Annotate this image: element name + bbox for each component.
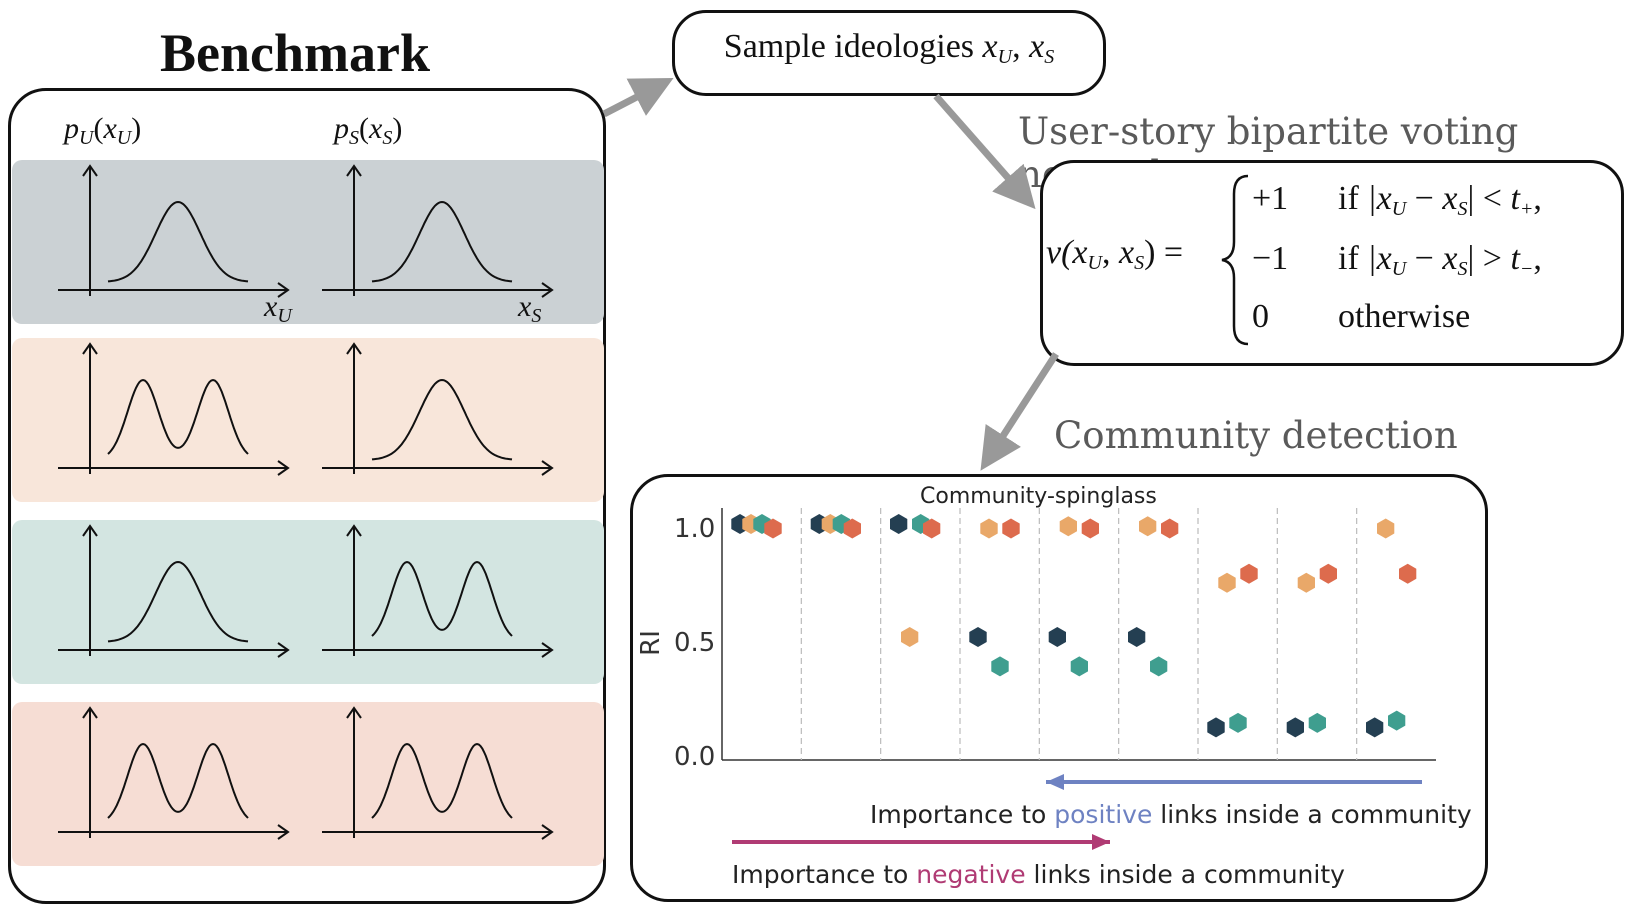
negative-importance-label: Importance to negative links inside a co…	[732, 860, 1345, 889]
y-arrowhead-user-1	[82, 342, 98, 355]
negative-arrowhead	[1092, 834, 1110, 850]
data-point	[923, 518, 941, 539]
case-negative-condition: if |xU − xS| > t−,	[1338, 240, 1542, 280]
density-curve-user-1	[107, 378, 249, 455]
x-arrowhead-story-3	[541, 824, 554, 840]
data-point	[1399, 563, 1417, 584]
data-point	[980, 518, 998, 539]
data-point	[1297, 572, 1315, 593]
data-point	[1150, 656, 1168, 677]
x-arrowhead-story-0	[541, 282, 554, 298]
density-curve-user-0	[107, 200, 249, 283]
y-arrowhead-story-1	[346, 342, 362, 355]
community-detection-panel	[630, 474, 1488, 902]
benchmark-row-4	[12, 702, 604, 866]
data-point	[1002, 518, 1020, 539]
arrow-benchmark-to-sample	[602, 77, 674, 118]
arrow-sample-to-voting	[933, 93, 1036, 210]
data-point	[1059, 516, 1077, 537]
user-axis-label: xU	[264, 290, 292, 327]
voting-function-lhs: v(xU, xS) =	[1046, 234, 1184, 274]
density-curve-story-2	[371, 560, 513, 637]
data-point	[1070, 656, 1088, 677]
x-arrowhead-user-3	[277, 824, 290, 840]
data-point	[1048, 627, 1066, 647]
x-arrowhead-user-1	[277, 460, 290, 476]
data-point	[901, 627, 919, 647]
case-positive-value: +1	[1252, 180, 1289, 217]
sample-ideologies-text: Sample ideologies xU, xS	[723, 28, 1055, 68]
data-point	[1240, 563, 1258, 584]
y-tick-0-0: 0.0	[674, 742, 716, 772]
chart-title: Community-spinglass	[920, 484, 1157, 509]
x-arrowhead-user-0	[277, 282, 290, 298]
story-distribution-label: pS(xS)	[334, 112, 403, 149]
y-arrowhead-story-3	[346, 706, 362, 719]
benchmark-row-1	[12, 160, 604, 324]
y-arrowhead-user-3	[82, 706, 98, 719]
y-tick-1-0: 1.0	[674, 514, 716, 544]
sample-ideologies-box	[672, 10, 1106, 96]
data-point	[764, 518, 782, 539]
positive-arrowhead	[1046, 774, 1064, 790]
data-point	[1229, 712, 1247, 733]
data-point	[1286, 717, 1304, 738]
y-arrowhead-user-2	[82, 524, 98, 537]
story-axis-label: xS	[518, 290, 542, 327]
density-curve-user-2	[107, 560, 249, 643]
y-tick-0-5: 0.5	[674, 628, 716, 658]
case-neutral-value: 0	[1252, 298, 1269, 335]
y-arrowhead-story-2	[346, 524, 362, 537]
data-point	[1139, 516, 1157, 537]
y-arrowhead-story-0	[346, 164, 362, 177]
data-point	[1366, 717, 1384, 738]
data-point	[1308, 712, 1326, 733]
density-curve-story-3	[371, 742, 513, 819]
data-point	[1081, 518, 1099, 539]
data-point	[1128, 627, 1146, 647]
data-point	[843, 518, 861, 539]
data-point	[1388, 710, 1406, 731]
data-point	[969, 627, 987, 647]
data-point	[890, 514, 908, 534]
positive-importance-label: Importance to positive links inside a co…	[870, 800, 1472, 829]
benchmark-row-2	[12, 338, 604, 502]
density-curve-story-1	[371, 378, 513, 461]
data-point	[1319, 563, 1337, 584]
x-arrowhead-user-2	[277, 642, 290, 658]
x-arrowhead-story-1	[541, 460, 554, 476]
data-point	[1207, 717, 1225, 738]
case-negative-value: −1	[1252, 240, 1289, 277]
case-brace	[1221, 174, 1249, 346]
data-point	[991, 656, 1009, 677]
benchmark-plots	[58, 164, 554, 840]
x-arrowhead-story-2	[541, 642, 554, 658]
density-curve-user-3	[107, 742, 249, 819]
benchmark-title: Benchmark	[160, 23, 430, 83]
data-point	[1161, 518, 1179, 539]
community-detection-title: Community detection	[1054, 414, 1458, 457]
voting-rule-box	[1040, 160, 1624, 366]
data-point	[1377, 518, 1395, 539]
case-neutral-condition: otherwise	[1338, 298, 1471, 335]
benchmark-row-3	[12, 520, 604, 684]
user-distribution-label: pU(xU)	[64, 112, 142, 149]
density-curve-story-0	[371, 200, 513, 283]
arrow-voting-to-community	[980, 352, 1059, 471]
case-positive-condition: if |xU − xS| < t+,	[1338, 180, 1542, 220]
data-point	[1218, 572, 1236, 593]
y-arrowhead-user-0	[82, 164, 98, 177]
